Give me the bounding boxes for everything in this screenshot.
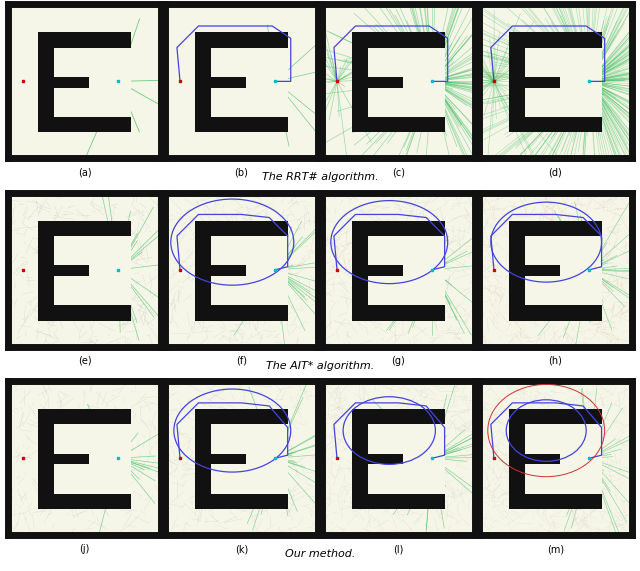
Bar — [38, 409, 131, 509]
Text: (d): (d) — [548, 167, 563, 178]
Bar — [525, 453, 560, 464]
Text: (a): (a) — [77, 167, 92, 178]
Text: (e): (e) — [77, 356, 92, 366]
Bar — [353, 32, 445, 132]
Bar — [211, 77, 246, 87]
Text: (b): (b) — [235, 167, 248, 178]
Text: (c): (c) — [392, 167, 405, 178]
Bar — [195, 409, 287, 509]
Bar — [211, 453, 246, 464]
Bar — [509, 32, 602, 132]
Bar — [54, 77, 89, 87]
Text: (h): (h) — [548, 356, 563, 366]
Bar — [211, 424, 287, 493]
Bar — [195, 32, 287, 132]
Text: (g): (g) — [392, 356, 405, 366]
Bar — [353, 220, 445, 320]
Text: The AIT* algorithm.: The AIT* algorithm. — [266, 361, 374, 371]
Text: (m): (m) — [547, 544, 564, 554]
Bar — [509, 220, 602, 320]
Bar — [368, 47, 445, 116]
Text: The RRT# algorithm.: The RRT# algorithm. — [262, 172, 378, 183]
Bar — [368, 77, 403, 87]
Bar — [368, 424, 445, 493]
Bar — [38, 32, 131, 132]
Bar — [54, 47, 131, 116]
Bar — [195, 220, 287, 320]
Bar — [54, 236, 131, 305]
Bar — [509, 409, 602, 509]
Text: (k): (k) — [235, 544, 248, 554]
Text: (f): (f) — [236, 356, 247, 366]
Bar — [525, 236, 602, 305]
Bar — [211, 47, 287, 116]
Text: Our method.: Our method. — [285, 549, 355, 560]
Bar — [525, 47, 602, 116]
Bar — [54, 265, 89, 276]
Bar — [525, 265, 560, 276]
Bar — [353, 409, 445, 509]
Bar — [54, 453, 89, 464]
Bar — [368, 236, 445, 305]
Text: (l): (l) — [394, 544, 404, 554]
Bar — [211, 265, 246, 276]
Text: (j): (j) — [79, 544, 90, 554]
Bar — [525, 77, 560, 87]
Bar — [211, 236, 287, 305]
Bar — [54, 424, 131, 493]
Bar — [38, 220, 131, 320]
Bar — [368, 265, 403, 276]
Bar — [525, 424, 602, 493]
Bar — [368, 453, 403, 464]
